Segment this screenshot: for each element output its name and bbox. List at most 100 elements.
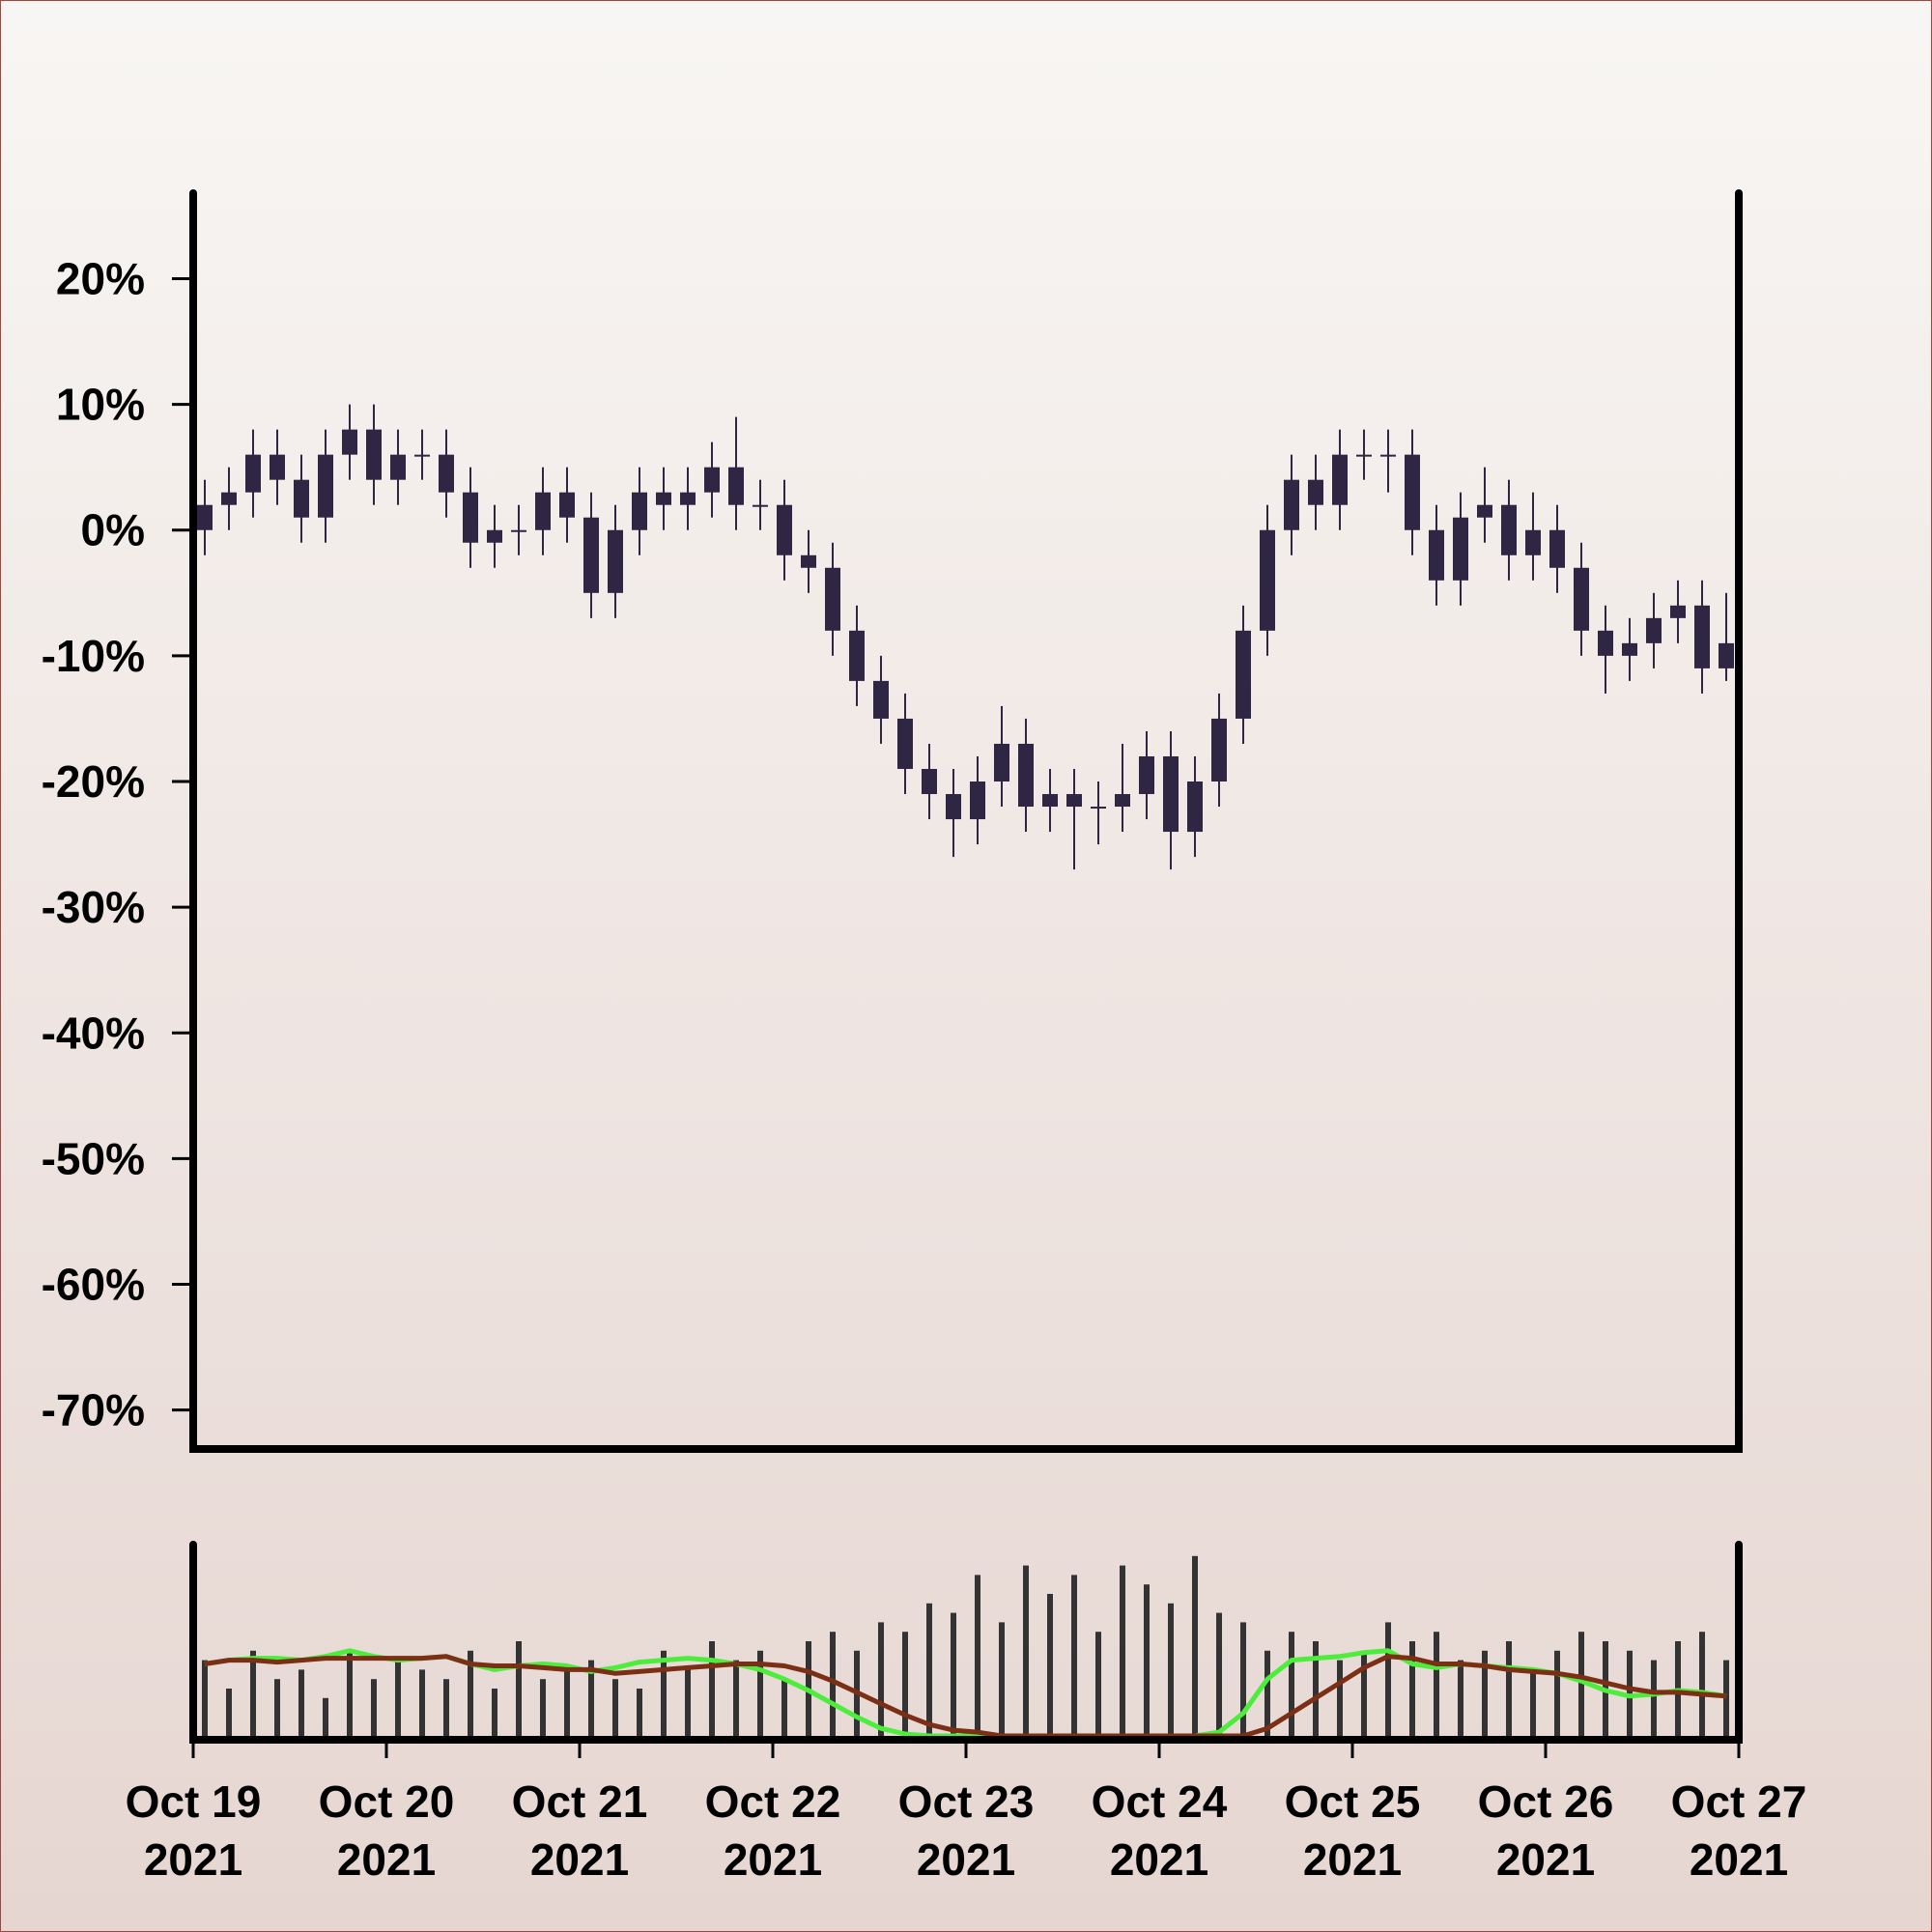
candle-body [873, 680, 889, 719]
volume-bar [1482, 1650, 1488, 1736]
candle-body [946, 794, 961, 820]
x-tick-label: 2021 [144, 1834, 242, 1885]
volume-bar [588, 1660, 594, 1736]
x-tick-label: 2021 [917, 1834, 1015, 1885]
candle-body [922, 768, 937, 795]
candle-body [1380, 454, 1396, 457]
volume-bar [443, 1679, 449, 1736]
candle-body [656, 492, 671, 505]
x-tick-label: Oct 26 [1478, 1776, 1614, 1827]
volume-bar [1192, 1555, 1198, 1736]
candle-body [1646, 617, 1662, 643]
volume-bar [419, 1669, 425, 1736]
volume-bar [709, 1641, 715, 1736]
volume-bar [1361, 1650, 1367, 1736]
candle-body [342, 429, 357, 455]
candle-body [1405, 454, 1420, 530]
y-tick-label: -10% [42, 631, 145, 681]
y-tick-label: -30% [42, 882, 145, 932]
volume-bar [1723, 1660, 1729, 1736]
candle-body [801, 554, 816, 568]
volume-bar [902, 1632, 908, 1736]
volume-bar [878, 1622, 884, 1736]
candle-body [535, 492, 551, 530]
volume-bar [1289, 1632, 1294, 1736]
volume-bar [516, 1641, 522, 1736]
volume-bar [1554, 1650, 1560, 1736]
volume-bar [1168, 1603, 1174, 1736]
moving-average-line [204, 1654, 1727, 1739]
candle-body [1284, 479, 1299, 530]
candle-body [1236, 630, 1251, 719]
volume-bar [926, 1603, 932, 1736]
volume-bar [757, 1650, 763, 1736]
x-tick-label: Oct 27 [1671, 1776, 1807, 1827]
candle-body [1332, 454, 1348, 505]
candle-body [1719, 642, 1734, 668]
x-tick-label: 2021 [1303, 1834, 1402, 1885]
volume-bar [226, 1689, 232, 1736]
volume-bar [1458, 1660, 1463, 1736]
volume-bar [540, 1679, 546, 1736]
volume-bar [975, 1575, 980, 1736]
candle-body [970, 781, 985, 820]
x-tick-label: Oct 20 [319, 1776, 455, 1827]
candle-body [704, 467, 720, 493]
x-tick-label: 2021 [337, 1834, 436, 1885]
x-tick-label: Oct 24 [1092, 1776, 1228, 1827]
x-tick-label: 2021 [724, 1834, 822, 1885]
candle-body [825, 567, 840, 631]
candle-body [1139, 755, 1154, 795]
candle-body [390, 454, 406, 480]
volume-bar [492, 1689, 497, 1736]
y-tick-label: 10% [56, 380, 145, 430]
candle-body [1477, 504, 1492, 518]
volume-bar [564, 1669, 570, 1736]
volume-bar [1506, 1641, 1512, 1736]
volume-bar [685, 1669, 691, 1736]
candle-body [1356, 454, 1372, 457]
volume-bar [1627, 1650, 1633, 1736]
candle-body [511, 529, 526, 532]
candle-body [1018, 743, 1034, 808]
x-tick-label: 2021 [1496, 1834, 1595, 1885]
candle-body [487, 529, 502, 543]
candle-body [583, 517, 599, 593]
candle-body [1429, 529, 1444, 581]
candle-body [728, 467, 744, 505]
candle-body [1549, 529, 1565, 568]
candle-body [849, 630, 865, 681]
volume-bar [274, 1679, 280, 1736]
y-tick-label: -60% [42, 1260, 145, 1310]
candle-body [318, 454, 333, 518]
x-tick-label: Oct 22 [705, 1776, 841, 1827]
candle-body [245, 454, 261, 493]
candle-body [221, 492, 237, 505]
candle-body [270, 454, 285, 480]
volume-bar [951, 1612, 956, 1736]
volume-bar [1144, 1584, 1150, 1736]
x-tick-label: Oct 25 [1285, 1776, 1421, 1827]
volume-bar [202, 1660, 208, 1736]
x-tick-label: Oct 21 [512, 1776, 648, 1827]
volume-bar [468, 1650, 473, 1736]
candle-body [1163, 755, 1179, 833]
candle-body [1066, 794, 1082, 808]
volume-bar [612, 1679, 618, 1736]
spines [189, 189, 1743, 1744]
volume-bar [347, 1650, 353, 1736]
volume-bar [1434, 1632, 1439, 1736]
volume-bar [781, 1679, 787, 1736]
volume-bar [1578, 1632, 1584, 1736]
y-tick-label: -40% [42, 1008, 145, 1058]
volume-bar [1651, 1660, 1657, 1736]
candle-body [1308, 479, 1323, 505]
volume-bar [661, 1650, 667, 1736]
volume-bar [250, 1650, 256, 1736]
candle-body [366, 429, 382, 480]
y-tick-label: -70% [42, 1385, 145, 1435]
candle-body [1042, 794, 1058, 808]
candle-body [1525, 529, 1541, 555]
candle-body [1115, 794, 1130, 808]
